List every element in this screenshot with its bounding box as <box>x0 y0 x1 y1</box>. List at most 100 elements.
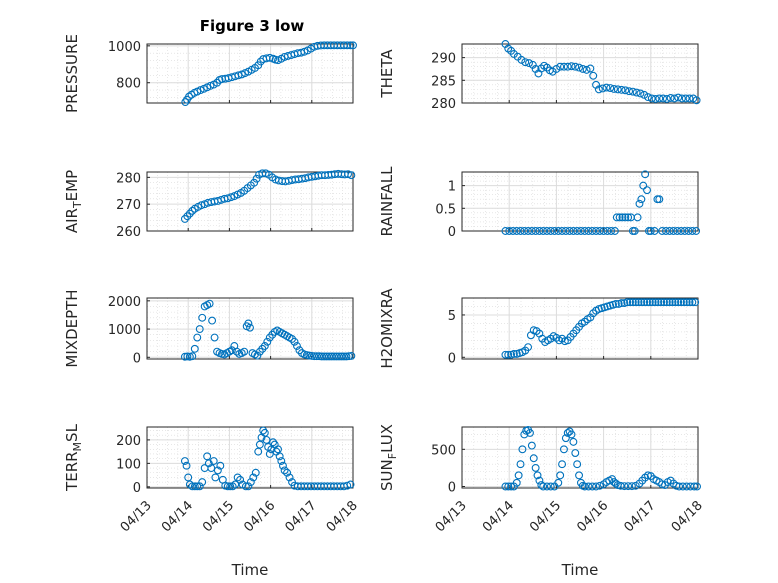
axes-box <box>461 43 699 104</box>
data-point <box>660 298 668 307</box>
data-point <box>635 199 644 208</box>
data-point <box>561 434 570 443</box>
data-point <box>277 457 286 465</box>
data-point <box>204 459 213 468</box>
data-point <box>535 227 544 235</box>
data-point <box>691 298 700 307</box>
data-point <box>501 350 510 359</box>
data-point <box>675 482 684 491</box>
data-point <box>265 450 274 458</box>
data-point <box>677 298 685 307</box>
data-point <box>531 227 540 235</box>
data-point <box>195 482 204 491</box>
data-point <box>688 298 697 307</box>
y-tick-label: 280 <box>431 97 456 112</box>
y-tick-label: 285 <box>431 74 456 89</box>
data-point <box>516 460 525 469</box>
y-tick-label: 260 <box>116 225 141 240</box>
data-point <box>617 299 626 308</box>
y-axis-label: THETA <box>378 49 396 99</box>
data-point <box>509 227 517 235</box>
x-axis-label: Time <box>231 561 269 579</box>
data-point <box>594 85 603 94</box>
data-point <box>637 298 646 307</box>
data-point <box>518 445 527 454</box>
data-point <box>236 475 245 484</box>
data-point <box>521 58 530 67</box>
panel-0: 800 1000 PRESSURE <box>63 34 357 113</box>
data-point <box>628 87 637 96</box>
data-point <box>586 64 595 73</box>
panel-2: 260 270 280 AIRTEMP <box>63 169 356 240</box>
data-point <box>632 88 641 97</box>
data-point <box>637 195 646 204</box>
axes-box <box>146 297 354 360</box>
data-point <box>658 227 667 235</box>
data-point <box>533 471 542 480</box>
data-point <box>692 227 701 235</box>
data-point <box>232 347 241 356</box>
data-point <box>343 481 352 490</box>
data-point <box>537 481 546 489</box>
data-point <box>693 482 702 491</box>
data-point <box>527 227 536 235</box>
data-point <box>641 170 650 179</box>
y-tick-label: 0 <box>133 351 141 366</box>
y-tick-label: 1000 <box>108 323 141 338</box>
y-axis-label: SUNFLUX <box>378 424 399 491</box>
data-point <box>611 479 620 488</box>
data-point <box>244 482 253 491</box>
data-point <box>647 94 656 103</box>
data-point <box>573 227 582 235</box>
data-point <box>241 482 250 491</box>
data-point <box>337 352 346 361</box>
data-point <box>612 213 621 222</box>
data-point <box>569 227 578 235</box>
data-point <box>624 482 633 491</box>
data-point <box>307 351 316 360</box>
data-point <box>181 98 190 107</box>
data-point <box>180 214 189 223</box>
data-point <box>246 323 254 332</box>
data-point <box>262 435 271 444</box>
data-point <box>213 466 222 475</box>
data-point <box>188 482 197 491</box>
data-point <box>529 454 538 463</box>
data-point <box>182 461 191 470</box>
data-point <box>690 482 699 491</box>
data-point <box>228 482 237 491</box>
data-point <box>343 41 352 50</box>
data-point <box>509 349 518 358</box>
y-tick-label: 270 <box>116 198 141 213</box>
data-point <box>185 480 194 489</box>
y-tick-label: 2000 <box>108 295 141 310</box>
data-point <box>571 62 580 71</box>
data-point <box>588 227 597 235</box>
data-point <box>526 429 534 437</box>
data-point <box>347 351 356 360</box>
data-point <box>613 85 622 94</box>
data-point <box>190 344 199 353</box>
data-point <box>628 298 637 307</box>
data-point <box>682 298 691 307</box>
data-point <box>633 213 642 222</box>
data-point <box>627 482 636 491</box>
data-point <box>565 227 574 235</box>
data-point <box>599 227 608 235</box>
data-point <box>305 351 314 360</box>
data-point <box>251 468 260 477</box>
data-point <box>670 94 679 103</box>
data-point <box>514 471 523 480</box>
data-point <box>335 352 343 361</box>
data-point <box>184 473 193 482</box>
data-point <box>560 62 568 71</box>
data-point <box>668 298 677 307</box>
data-point <box>678 482 687 491</box>
data-point <box>504 350 513 359</box>
data-point <box>185 209 194 218</box>
data-point <box>205 299 214 308</box>
data-point <box>582 65 591 74</box>
data-point <box>244 319 253 328</box>
data-point <box>688 227 697 235</box>
data-point <box>610 227 619 235</box>
